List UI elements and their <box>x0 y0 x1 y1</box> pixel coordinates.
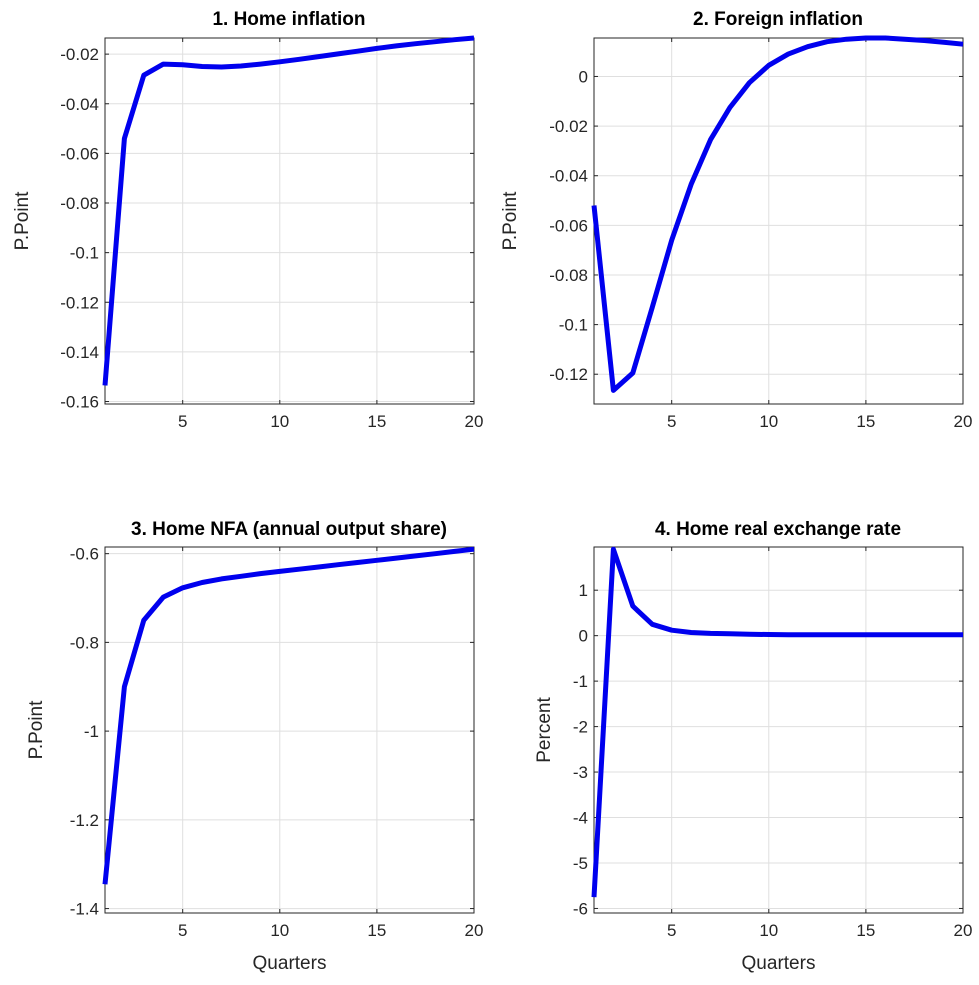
panel-4-x-tick-label: 10 <box>759 921 778 940</box>
panel-3-axes-box <box>104 546 475 914</box>
panel-1-y-tick-label: -0.04 <box>60 95 99 114</box>
panel-4-y-tick-label: -6 <box>573 899 588 918</box>
panel-3-y-tick-label: -0.8 <box>70 633 99 652</box>
panel-1-y-tick-label: -0.02 <box>60 45 99 64</box>
panel-2-y-tick-label: 0 <box>579 67 588 86</box>
panel-2-y-tick-label: -0.02 <box>549 117 588 136</box>
panel-4-y-tick-label: 1 <box>579 581 588 600</box>
panel-1-y-tick-label: -0.06 <box>60 144 99 163</box>
panel-4-y-tick-label: 0 <box>579 627 588 646</box>
panel-4-x-tick-label: 5 <box>667 921 676 940</box>
panel-4-series-line <box>591 546 963 898</box>
panel-1-x-tick-label: 5 <box>178 412 187 431</box>
panel-1-y-tick-label: -0.08 <box>60 194 99 213</box>
panel-4-title: 4. Home real exchange rate <box>655 519 901 540</box>
panel-2-y-tick-label: -0.08 <box>549 266 588 285</box>
panel-4-x-tick-label: 15 <box>856 921 875 940</box>
panel-3-x-tick-label: 5 <box>178 921 187 940</box>
panel-3-y-tick-label: -1.2 <box>70 811 99 830</box>
panel-1-y-axis-label: P.Point <box>12 191 33 251</box>
panel-3-x-tick-label: 10 <box>270 921 289 940</box>
panel-4-y-axis-label: Percent <box>534 697 555 763</box>
panel-2-x-tick-label: 15 <box>856 412 875 431</box>
panel-4-x-axis-label: Quarters <box>742 953 816 974</box>
panel-1-x-tick-label: 10 <box>270 412 289 431</box>
panel-2-y-tick-label: -0.12 <box>549 365 588 384</box>
panel-3-title: 3. Home NFA (annual output share) <box>131 519 447 540</box>
panel-1-x-tick-label: 20 <box>465 412 484 431</box>
panel-2-axes-box <box>593 37 964 405</box>
panel-1-y-tick-label: -0.1 <box>70 244 99 263</box>
panel-2-y-axis-label: P.Point <box>500 191 521 251</box>
panel-1-series-line <box>102 35 475 386</box>
panel-1-y-tick-label: -0.16 <box>60 393 99 412</box>
panel-2-y-tick-label: -0.1 <box>559 316 588 335</box>
panel-2-x-tick-label: 20 <box>954 412 973 431</box>
panel-2-x-tick-label: 5 <box>667 412 676 431</box>
panel-1-y-tick-label: -0.14 <box>60 343 99 362</box>
panel-3-y-tick-label: -1.4 <box>70 900 99 919</box>
panel-4-x-tick-label: 20 <box>954 921 973 940</box>
panel-3-series-line <box>102 546 475 885</box>
panel-2-y-tick-label: -0.06 <box>549 216 588 235</box>
panel-4-y-tick-label: -1 <box>573 672 588 691</box>
panel-4-axes-box <box>593 546 964 914</box>
panel-4-y-tick-label: -2 <box>573 718 588 737</box>
panel-2-x-tick-label: 10 <box>759 412 778 431</box>
panel-3-x-axis-label: Quarters <box>253 953 327 974</box>
panel-2-y-tick-label: -0.04 <box>549 167 588 186</box>
panel-4-y-tick-label: -3 <box>573 763 588 782</box>
panel-3-y-tick-label: -0.6 <box>70 545 99 564</box>
panel-3-x-tick-label: 20 <box>465 921 484 940</box>
panel-3-x-tick-label: 15 <box>367 921 386 940</box>
panel-1-axes-box <box>104 37 475 405</box>
panel-1-title: 1. Home inflation <box>212 9 365 30</box>
panel-2-series-line <box>591 35 964 393</box>
panel-3-y-axis-label: P.Point <box>26 700 47 760</box>
panel-2-title: 2. Foreign inflation <box>693 9 863 30</box>
panel-4-y-tick-label: -4 <box>573 809 588 828</box>
panel-1-y-tick-label: -0.12 <box>60 293 99 312</box>
panel-3-y-tick-label: -1 <box>84 722 99 741</box>
panel-4-y-tick-label: -5 <box>573 854 588 873</box>
panel-1-x-tick-label: 15 <box>367 412 386 431</box>
